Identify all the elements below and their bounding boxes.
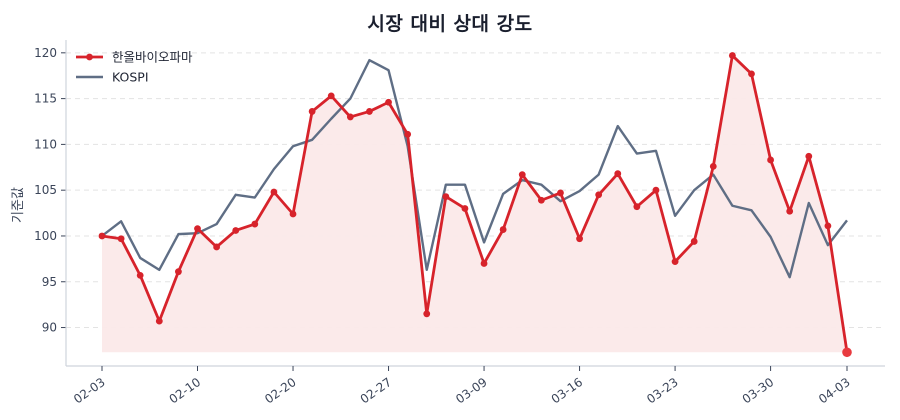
stock-data-point: [308, 108, 316, 115]
stock-data-point: [671, 258, 679, 266]
x-tick-label: 02-27: [358, 375, 395, 406]
x-tick-label: 03-30: [740, 375, 777, 406]
stock-data-point: [117, 235, 125, 243]
stock-data-point: [652, 186, 660, 194]
x-tick-label: 03-23: [644, 375, 681, 406]
y-tick-label: 115: [34, 92, 57, 106]
y-tick-label: 100: [34, 229, 57, 243]
stock-data-point: [690, 238, 698, 245]
stock-data-point: [327, 92, 335, 100]
x-tick-label: 02-03: [71, 375, 108, 406]
stock-data-point: [270, 188, 278, 196]
kospi-line: [101, 58, 848, 279]
stock-data-point: [786, 207, 794, 215]
y-tick-label: 105: [34, 183, 57, 197]
stock-data-point: [213, 243, 221, 251]
stock-data-point: [537, 196, 545, 204]
stock-data-point: [423, 310, 431, 318]
stock-data-point: [385, 98, 392, 106]
stock-area-fill: [102, 55, 847, 353]
stock-data-point: [557, 189, 564, 197]
stock-line: [101, 54, 849, 353]
stock-data-point: [442, 193, 450, 200]
stock-data-point: [346, 113, 354, 121]
stock-data-point: [595, 191, 603, 199]
stock-data-point: [728, 52, 736, 59]
y-axis-label: 기준값: [11, 187, 26, 223]
stock-data-point: [366, 108, 373, 115]
legend-label-index: KOSPI: [112, 70, 149, 85]
x-tick-label: 02-10: [167, 375, 204, 406]
x-tick-label: 02-20: [262, 375, 299, 406]
y-tick-label: 95: [42, 275, 57, 289]
last-point-marker: [842, 347, 852, 358]
stock-data-point: [175, 268, 182, 276]
stock-data-point: [614, 170, 622, 178]
x-tick-label: 03-16: [549, 375, 586, 406]
y-tick-label: 110: [34, 137, 57, 151]
legend-label-stock: 한올바이오파마: [112, 50, 193, 65]
stock-data-point: [232, 227, 240, 234]
stock-data-point: [194, 225, 201, 233]
stock-data-point: [633, 203, 641, 211]
stock-data-point: [767, 156, 774, 164]
stock-data-point: [461, 205, 469, 212]
stock-data-point: [824, 222, 832, 230]
stock-data-point: [518, 171, 526, 179]
chart-title: 시장 대비 상대 강도: [367, 13, 533, 35]
x-tick-label: 03-09: [453, 375, 490, 406]
y-tick-label: 120: [34, 46, 57, 60]
stock-data-point: [748, 70, 755, 78]
legend-marker-icon: [86, 53, 93, 61]
stock-data-point: [499, 226, 507, 233]
stock-data-point: [98, 232, 106, 240]
stock-data-point: [480, 260, 488, 267]
x-tick-label: 04-03: [816, 375, 853, 406]
stock-data-point: [289, 210, 297, 218]
stock-data-point: [404, 130, 412, 138]
stock-data-point: [136, 271, 144, 279]
stock-data-point: [805, 152, 813, 160]
stock-data-point: [251, 220, 259, 228]
stock-data-point: [709, 162, 717, 170]
stock-data-point: [576, 235, 583, 243]
y-tick-label: 90: [42, 321, 57, 335]
stock-data-point: [155, 317, 163, 325]
